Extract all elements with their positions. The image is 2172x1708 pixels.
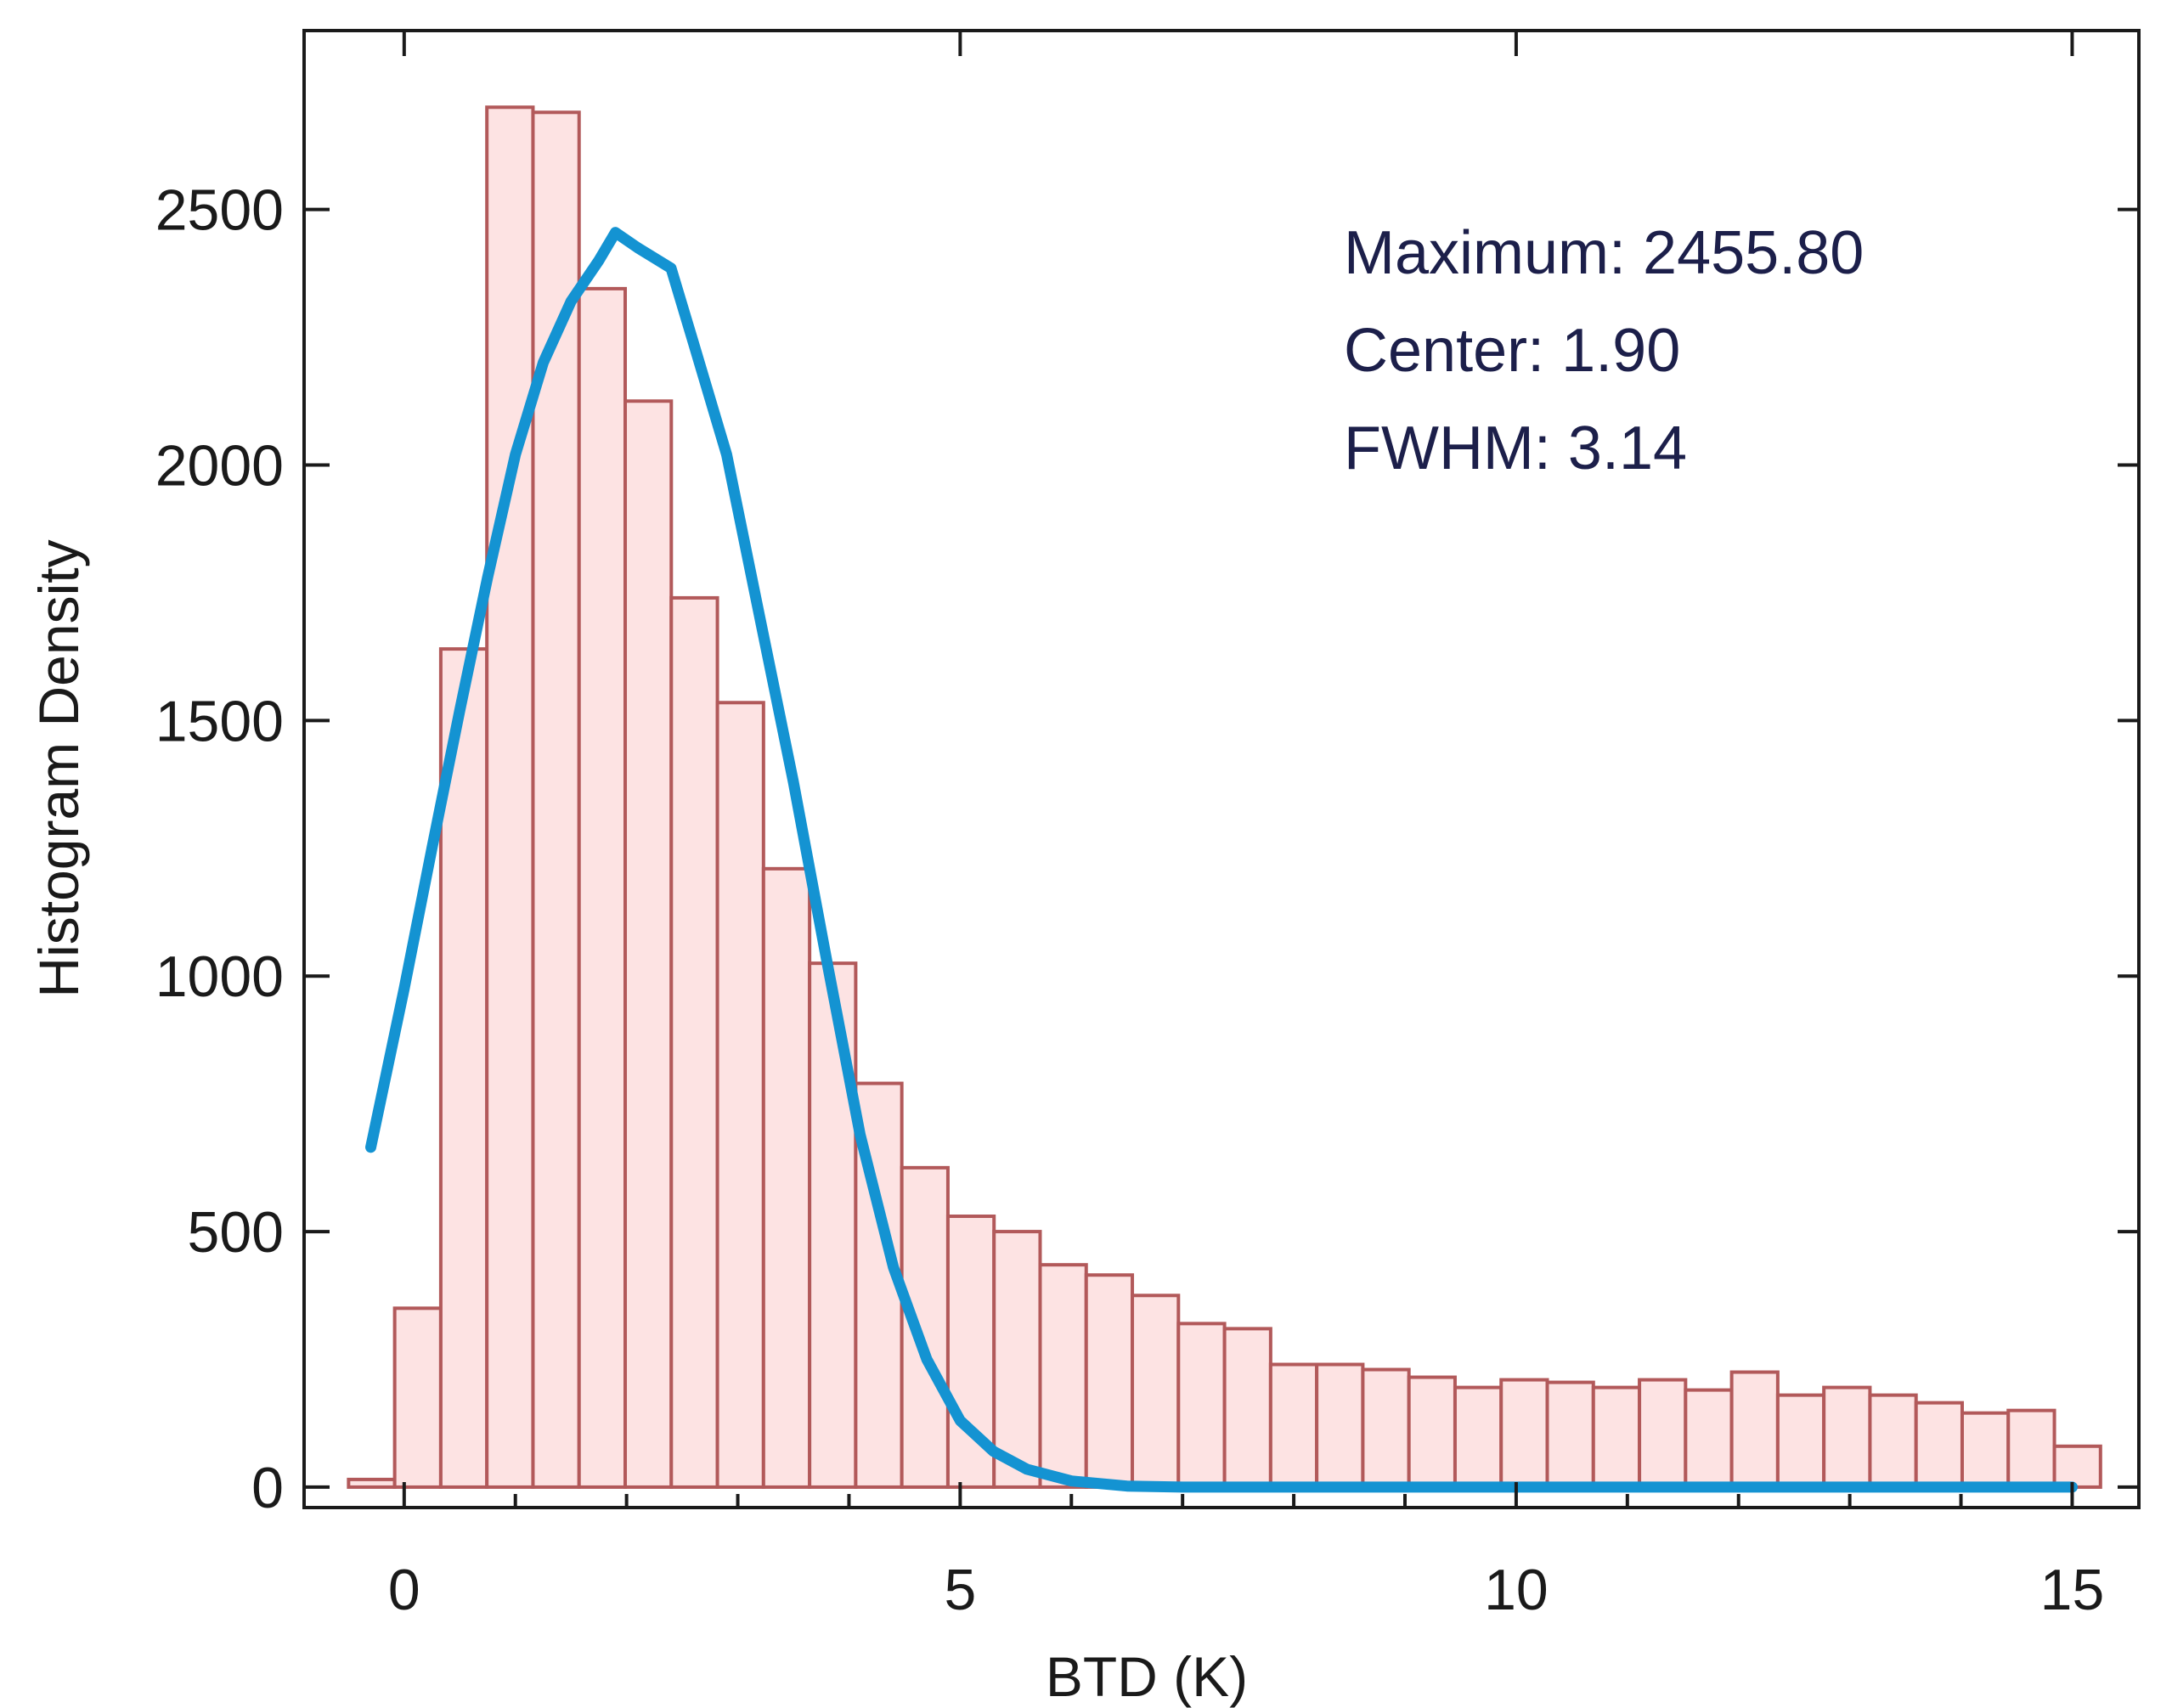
histogram-bar-9 <box>761 866 812 1489</box>
histogram-bar-19 <box>1222 1327 1272 1489</box>
y-tick-label: 0 <box>251 1456 284 1520</box>
x-tick-labels: 0 5 10 15 <box>388 1558 2104 1622</box>
axis-ticks <box>304 31 2139 1508</box>
histogram-bar-29 <box>1684 1388 1734 1489</box>
histogram-bar-14 <box>992 1230 1042 1489</box>
histogram-bar-4 <box>531 110 581 1489</box>
histogram-bar-3 <box>485 105 535 1489</box>
y-axis-title: Histogram Density <box>27 539 90 997</box>
histogram-bar-6 <box>623 399 674 1489</box>
histogram-bar-7 <box>669 595 719 1489</box>
histogram-bar-22 <box>1361 1367 1411 1489</box>
histogram-bar-34 <box>1914 1401 1964 1489</box>
histogram-bars <box>347 105 2102 1489</box>
fit-annotation-1: Center: 1.90 <box>1344 317 1680 385</box>
histogram-bar-37 <box>2052 1444 2102 1489</box>
x-tick-label: 5 <box>944 1558 976 1622</box>
histogram-bar-24 <box>1453 1385 1503 1489</box>
y-tick-label: 500 <box>188 1200 284 1265</box>
y-tick-label: 2000 <box>155 433 284 498</box>
histogram-bar-1 <box>392 1306 443 1489</box>
histogram-bar-26 <box>1545 1380 1595 1489</box>
fit-line <box>365 227 2078 1493</box>
histogram-bar-35 <box>1960 1411 2011 1489</box>
histogram-bar-32 <box>1822 1385 1872 1489</box>
histogram-bar-10 <box>808 961 858 1489</box>
histogram-bar-33 <box>1868 1393 1918 1489</box>
histogram-bar-23 <box>1407 1375 1457 1489</box>
histogram-bar-28 <box>1638 1378 1688 1489</box>
histogram-bar-30 <box>1729 1370 1780 1489</box>
histogram-bar-18 <box>1176 1322 1227 1489</box>
fit-annotations: Maximum: 2455.80 Center: 1.90 FWHM: 3.14 <box>1344 219 1864 482</box>
histogram-bar-15 <box>1038 1263 1088 1489</box>
x-tick-label: 0 <box>388 1558 420 1622</box>
plot-frame <box>302 29 2141 1509</box>
histogram-bar-5 <box>577 286 628 1489</box>
x-tick-label: 10 <box>1484 1558 1549 1622</box>
histogram-bar-31 <box>1775 1393 1826 1489</box>
fit-annotation-0: Maximum: 2455.80 <box>1344 219 1864 287</box>
histogram-bar-12 <box>900 1165 950 1489</box>
histogram-bar-8 <box>715 701 765 1489</box>
y-tick-label: 1500 <box>155 689 284 753</box>
histogram-bar-20 <box>1268 1362 1319 1489</box>
histogram-bar-16 <box>1084 1273 1135 1489</box>
histogram-bar-27 <box>1591 1385 1642 1489</box>
x-axis-title: BTD (K) <box>1046 1645 1248 1708</box>
y-tick-label: 1000 <box>155 944 284 1009</box>
histogram-bar-25 <box>1499 1378 1549 1489</box>
histogram-bar-21 <box>1315 1362 1365 1489</box>
gaussian-fit <box>365 227 2078 1493</box>
y-tick-label: 2500 <box>155 178 284 243</box>
x-tick-label: 15 <box>2040 1558 2105 1622</box>
fit-annotation-2: FWHM: 3.14 <box>1344 414 1687 482</box>
y-tick-labels: 0 500 1000 1500 2000 2500 <box>155 178 284 1520</box>
histogram-bar-17 <box>1131 1294 1181 1489</box>
histogram-bar-0 <box>347 1477 397 1489</box>
histogram-bar-36 <box>2006 1408 2056 1489</box>
